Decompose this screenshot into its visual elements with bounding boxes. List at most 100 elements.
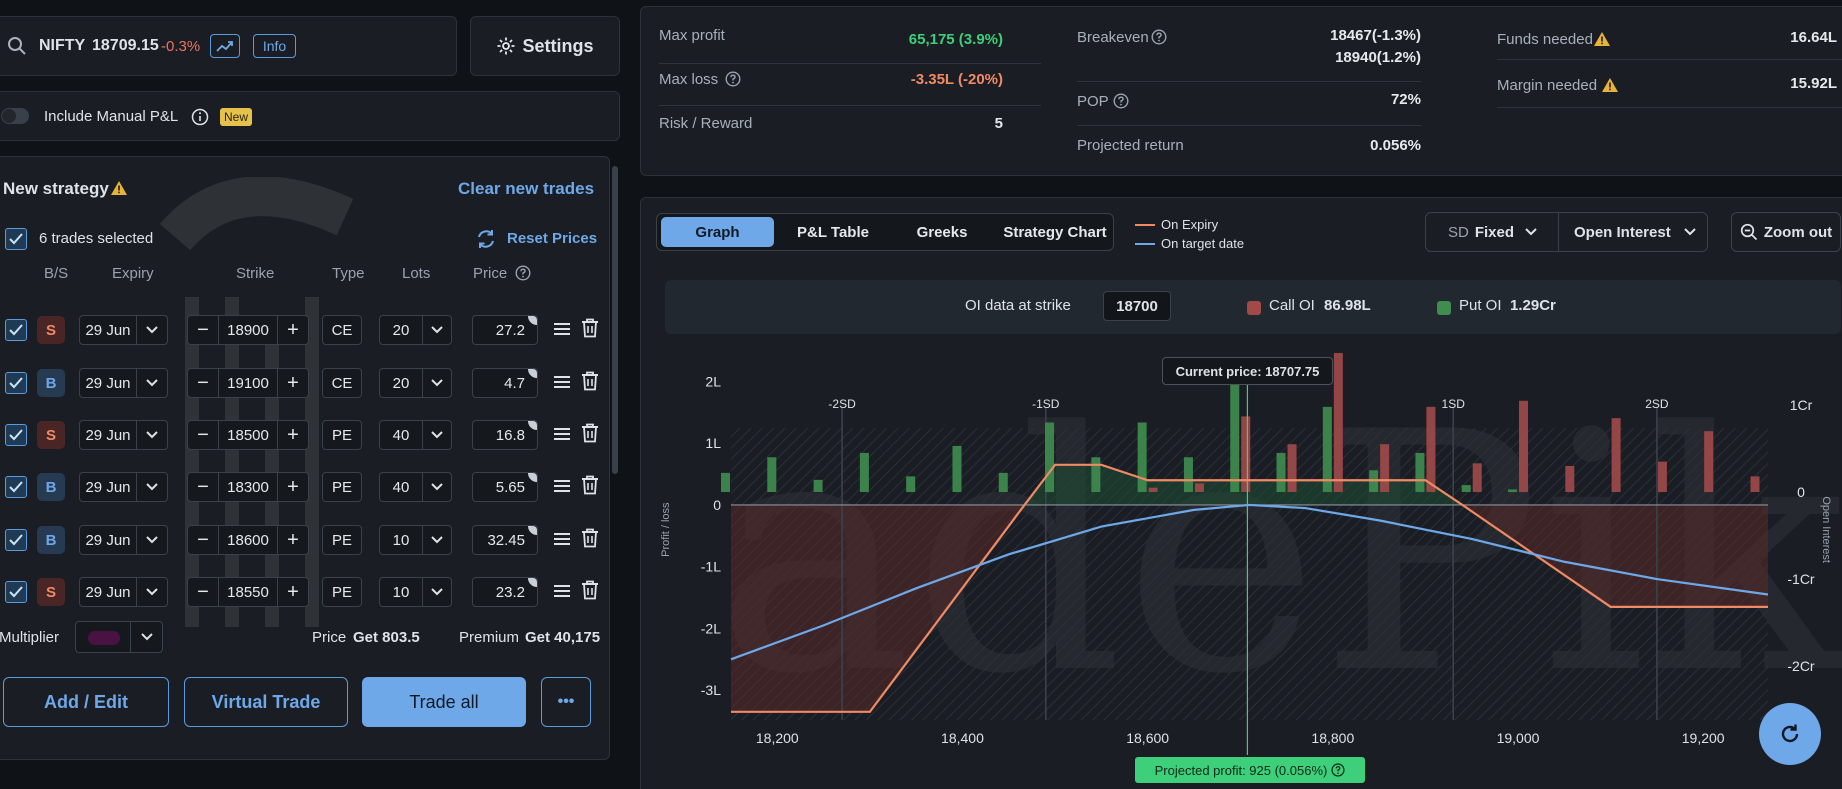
option-type[interactable]: PE — [322, 525, 362, 555]
drag-handle-icon[interactable] — [553, 374, 571, 390]
price-input[interactable]: 16.8 — [472, 420, 538, 450]
zoom-out-button[interactable]: Zoom out — [1731, 212, 1841, 252]
strike-input[interactable]: 18300 — [218, 472, 278, 502]
option-type[interactable]: PE — [322, 472, 362, 502]
delete-icon[interactable] — [581, 423, 599, 443]
lots-dropdown-button[interactable] — [422, 525, 452, 555]
trade-checkbox[interactable] — [5, 581, 27, 603]
delete-icon[interactable] — [581, 528, 599, 548]
strike-increment-button[interactable]: + — [277, 315, 309, 345]
strike-decrement-button[interactable]: − — [187, 420, 219, 450]
drag-handle-icon[interactable] — [553, 321, 571, 337]
lots-select[interactable]: 20 — [379, 315, 423, 345]
more-options-button[interactable]: ••• — [541, 677, 591, 727]
tab-graph[interactable]: Graph — [661, 217, 774, 247]
drag-handle-icon[interactable] — [553, 531, 571, 547]
price-input[interactable]: 23.2 — [472, 577, 538, 607]
price-input[interactable]: 5.65 — [472, 472, 538, 502]
trade-all-button[interactable]: Trade all — [362, 677, 526, 727]
expiry-dropdown-button[interactable] — [136, 420, 168, 450]
lots-dropdown-button[interactable] — [422, 420, 452, 450]
buy-sell-toggle[interactable]: B — [37, 369, 65, 397]
settings-button[interactable]: Settings — [470, 16, 620, 76]
drag-handle-icon[interactable] — [553, 478, 571, 494]
lots-dropdown-button[interactable] — [422, 315, 452, 345]
tab-pnl-table[interactable]: P&L Table — [797, 223, 869, 241]
help-icon[interactable] — [1331, 763, 1345, 777]
buy-sell-toggle[interactable]: S — [37, 578, 65, 606]
option-type[interactable]: CE — [322, 315, 362, 345]
expiry-select[interactable]: 29 Jun — [79, 368, 137, 398]
open-interest-dropdown[interactable]: Open Interest — [1558, 212, 1708, 252]
lots-select[interactable]: 10 — [379, 577, 423, 607]
drag-handle-icon[interactable] — [553, 583, 571, 599]
strike-increment-button[interactable]: + — [277, 472, 309, 502]
strike-input[interactable]: 18500 — [218, 420, 278, 450]
option-type[interactable]: CE — [322, 368, 362, 398]
virtual-trade-button[interactable]: Virtual Trade — [184, 677, 348, 727]
lots-dropdown-button[interactable] — [422, 368, 452, 398]
help-icon[interactable] — [1151, 29, 1167, 45]
buy-sell-toggle[interactable]: B — [37, 526, 65, 554]
strike-increment-button[interactable]: + — [277, 577, 309, 607]
buy-sell-toggle[interactable]: S — [37, 421, 65, 449]
trade-checkbox[interactable] — [5, 529, 27, 551]
chart-toggle-button[interactable] — [210, 34, 240, 58]
strike-decrement-button[interactable]: − — [187, 577, 219, 607]
payoff-chart[interactable]: adePik-2SD-1SD1SD2SD2L1L0-1L-2L-3L1Cr0-1… — [641, 198, 1842, 789]
info-circle-icon[interactable] — [191, 108, 209, 126]
strike-increment-button[interactable]: + — [277, 368, 309, 398]
search-bar[interactable]: NIFTY 18709.15 -0.3% Info — [0, 16, 457, 76]
expiry-select[interactable]: 29 Jun — [79, 420, 137, 450]
lots-dropdown-button[interactable] — [422, 472, 452, 502]
oi-strike-input[interactable]: 18700 — [1103, 291, 1171, 321]
expiry-dropdown-button[interactable] — [136, 315, 168, 345]
trade-checkbox[interactable] — [5, 476, 27, 498]
expiry-dropdown-button[interactable] — [136, 368, 168, 398]
strike-decrement-button[interactable]: − — [187, 472, 219, 502]
select-all-checkbox[interactable] — [5, 228, 27, 250]
refresh-icon[interactable] — [475, 228, 497, 250]
strike-decrement-button[interactable]: − — [187, 368, 219, 398]
delete-icon[interactable] — [581, 580, 599, 600]
delete-icon[interactable] — [581, 318, 599, 338]
trade-checkbox[interactable] — [5, 424, 27, 446]
expiry-select[interactable]: 29 Jun — [79, 315, 137, 345]
buy-sell-toggle[interactable]: B — [37, 473, 65, 501]
tab-strategy-chart[interactable]: Strategy Chart — [1003, 223, 1107, 241]
trade-checkbox[interactable] — [5, 319, 27, 341]
drag-handle-icon[interactable] — [553, 426, 571, 442]
strike-input[interactable]: 18900 — [218, 315, 278, 345]
sd-dropdown[interactable]: SD Fixed — [1425, 212, 1559, 252]
help-icon[interactable] — [725, 71, 741, 87]
add-edit-button[interactable]: Add / Edit — [3, 677, 169, 727]
strike-input[interactable]: 18600 — [218, 525, 278, 555]
expiry-select[interactable]: 29 Jun — [79, 472, 137, 502]
help-icon[interactable] — [515, 265, 531, 281]
reset-prices-link[interactable]: Reset Prices — [507, 230, 598, 247]
lots-select[interactable]: 40 — [379, 472, 423, 502]
delete-icon[interactable] — [581, 371, 599, 391]
delete-icon[interactable] — [581, 475, 599, 495]
warning-icon[interactable] — [1601, 77, 1619, 93]
expiry-dropdown-button[interactable] — [136, 525, 168, 555]
info-button[interactable]: Info — [253, 34, 296, 58]
clear-new-trades-link[interactable]: Clear new trades — [458, 179, 595, 198]
help-icon[interactable] — [1113, 93, 1129, 109]
trade-checkbox[interactable] — [5, 372, 27, 394]
lots-dropdown-button[interactable] — [422, 577, 452, 607]
lots-select[interactable]: 40 — [379, 420, 423, 450]
lots-select[interactable]: 10 — [379, 525, 423, 555]
expiry-select[interactable]: 29 Jun — [79, 577, 137, 607]
multiplier-select[interactable] — [75, 621, 163, 653]
expiry-dropdown-button[interactable] — [136, 472, 168, 502]
price-input[interactable]: 4.7 — [472, 368, 538, 398]
expiry-dropdown-button[interactable] — [136, 577, 168, 607]
strike-input[interactable]: 19100 — [218, 368, 278, 398]
buy-sell-toggle[interactable]: S — [37, 316, 65, 344]
tab-greeks[interactable]: Greeks — [916, 223, 968, 241]
warning-icon[interactable] — [1593, 31, 1611, 47]
lots-select[interactable]: 20 — [379, 368, 423, 398]
strike-input[interactable]: 18550 — [218, 577, 278, 607]
manual-pnl-toggle[interactable] — [1, 108, 29, 124]
